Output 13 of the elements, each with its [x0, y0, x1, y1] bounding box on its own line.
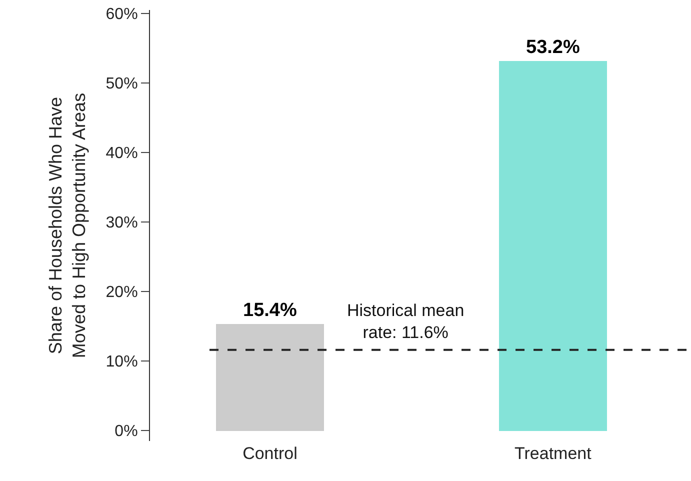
x-tick-label: Control — [242, 444, 298, 463]
x-tick-label: Treatment — [514, 444, 592, 463]
y-tick-label: 50% — [106, 76, 138, 93]
ref-line-label: Historical mean rate: 11.6% — [347, 301, 464, 342]
data-label: 53.2% — [526, 37, 580, 58]
y-tick-label: 60% — [106, 6, 138, 24]
y-tick-label: 40% — [106, 145, 138, 162]
y-tick-label: 10% — [106, 354, 138, 371]
y-tick-label: 0% — [114, 423, 138, 440]
y-tick-label: 20% — [106, 284, 138, 302]
y-axis-title: Share of Households Who Have Moved to High Opportunity Areas — [46, 92, 89, 358]
y-tick-label: 30% — [106, 214, 138, 232]
data-label: 15.4% — [243, 300, 297, 321]
